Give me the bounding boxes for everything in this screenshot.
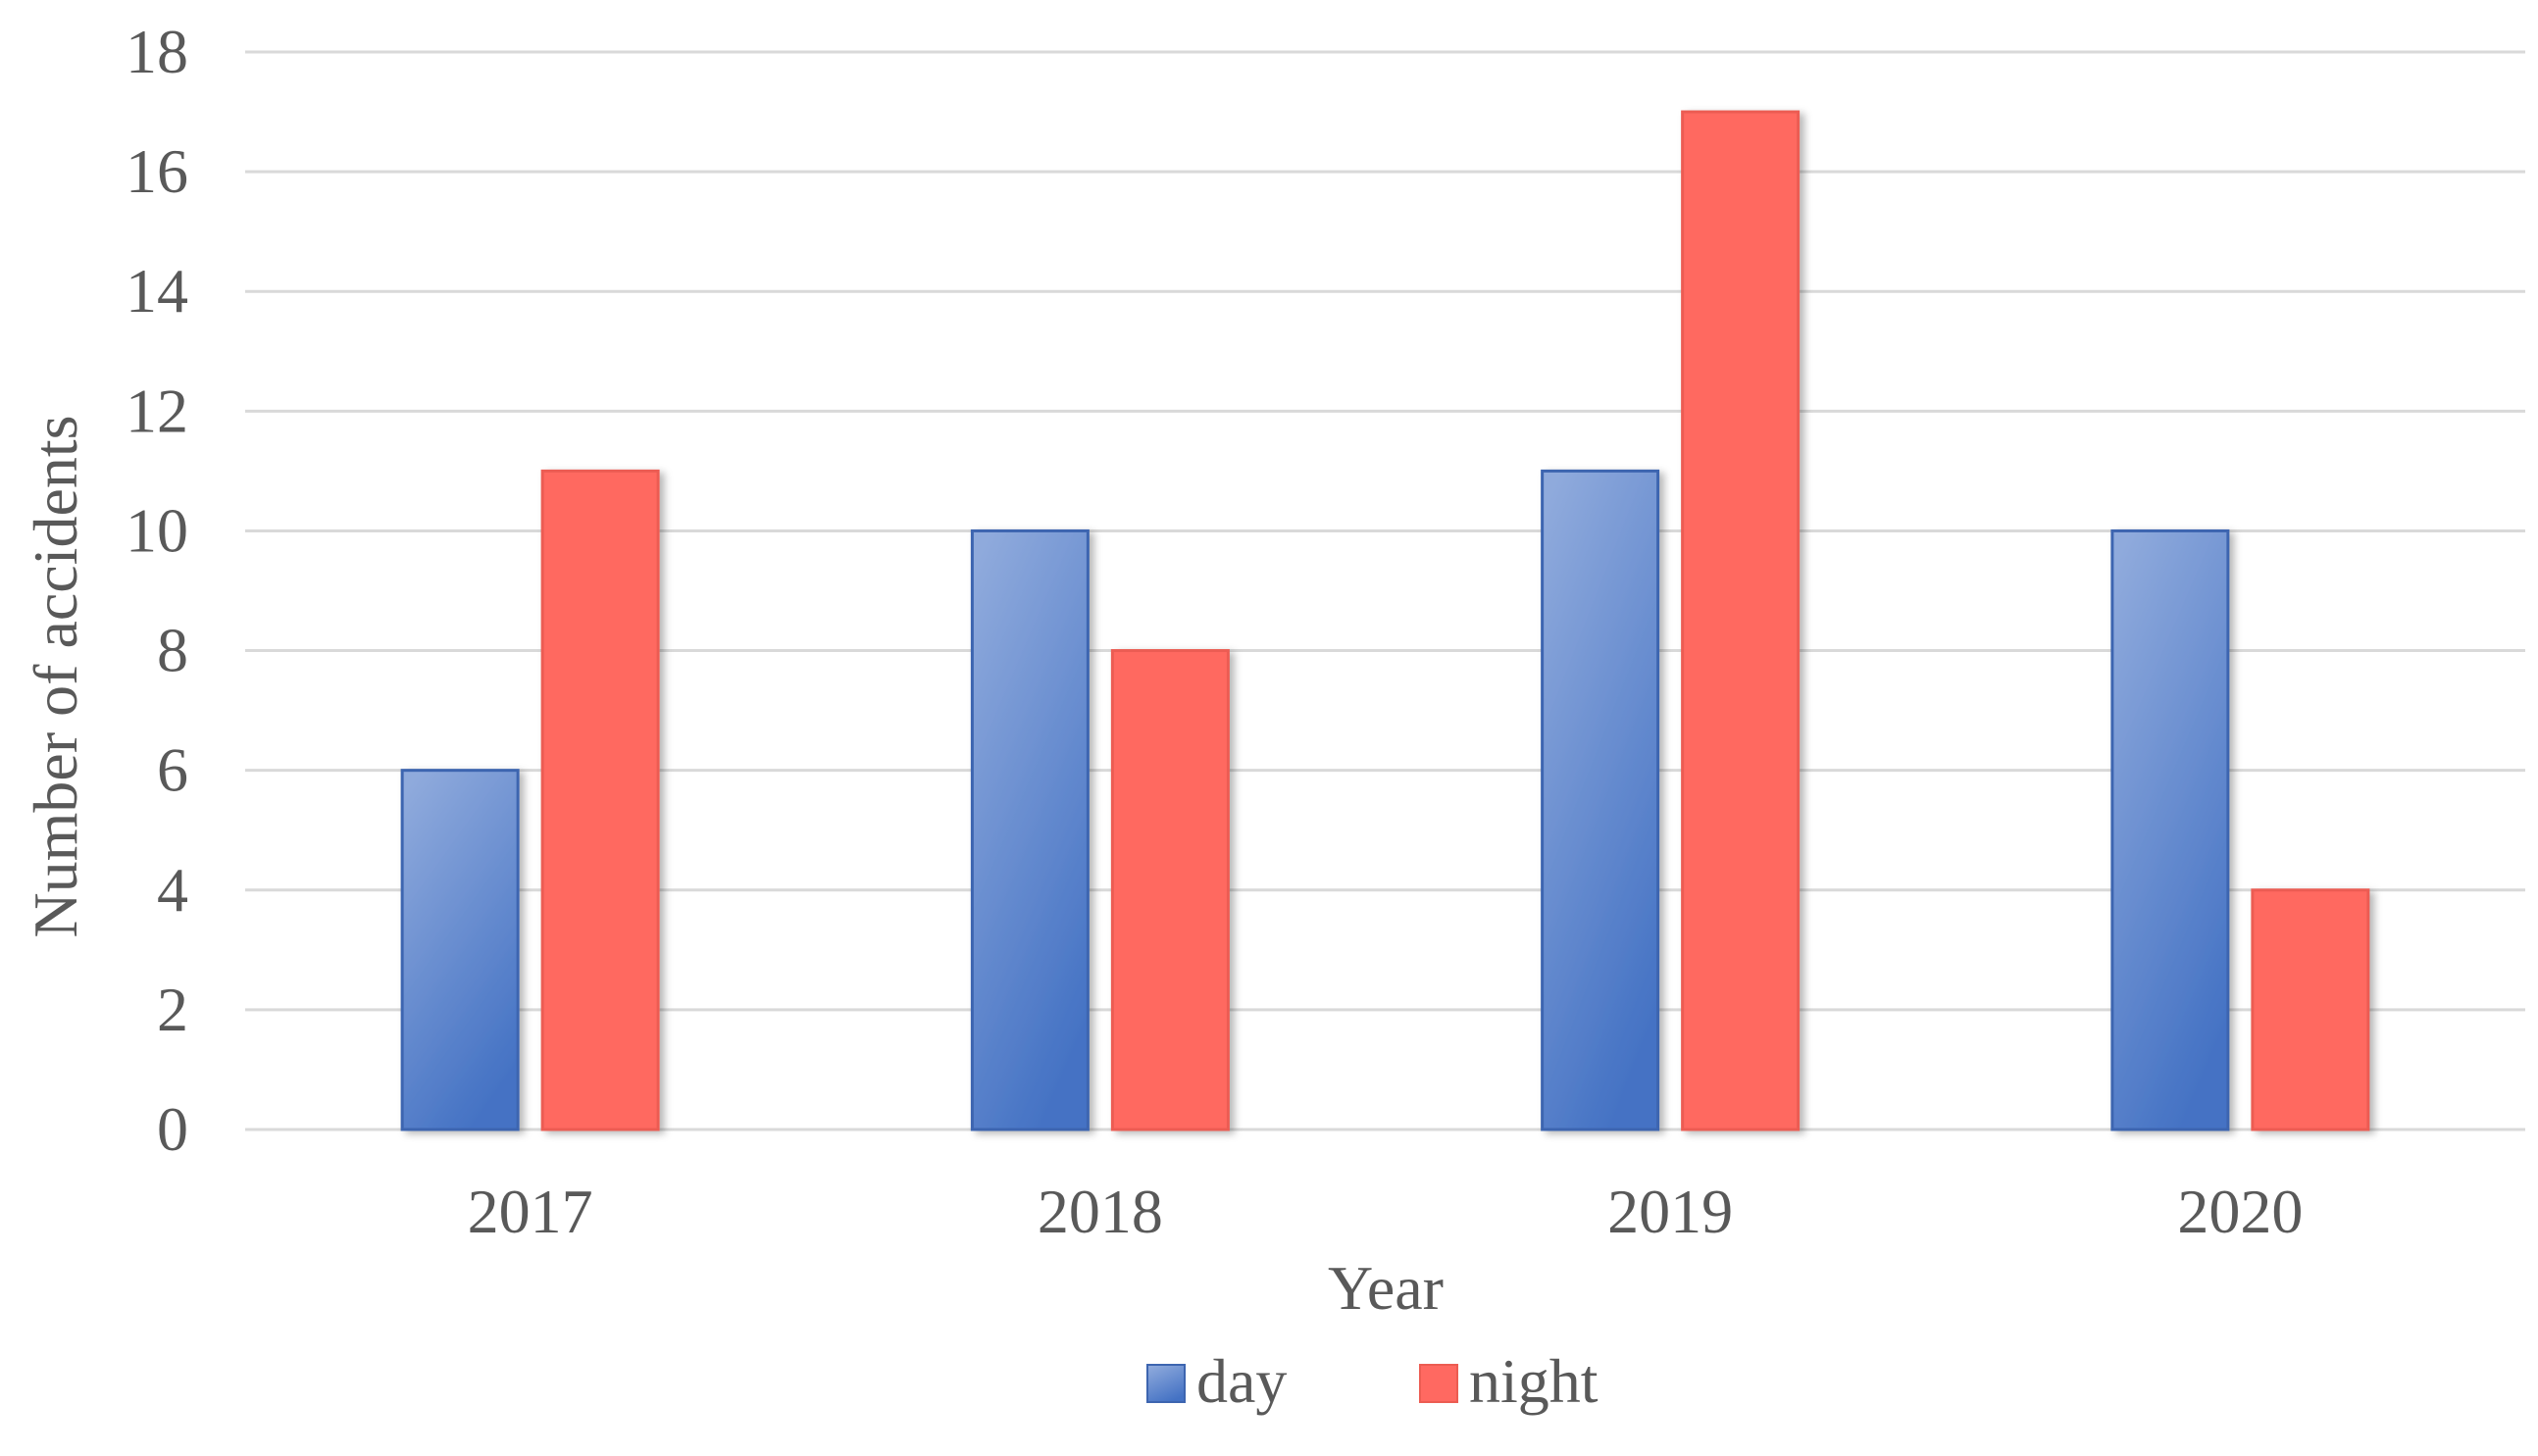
y-tick-label: 4 bbox=[157, 855, 188, 925]
legend-label-day: day bbox=[1196, 1346, 1287, 1416]
bars bbox=[400, 110, 2370, 1131]
bar-day-2017 bbox=[400, 769, 520, 1131]
y-tick-label: 16 bbox=[126, 136, 188, 206]
bar-night-2017 bbox=[540, 469, 660, 1131]
y-tick-label: 12 bbox=[126, 376, 188, 445]
x-tick-label: 2020 bbox=[2177, 1177, 2303, 1246]
y-tick-label: 18 bbox=[126, 17, 188, 86]
x-tick-label: 2019 bbox=[1607, 1177, 1733, 1246]
y-tick-label: 0 bbox=[157, 1094, 188, 1164]
x-axis-tick-labels: 2017 2018 2019 2020 bbox=[468, 1177, 2304, 1246]
x-tick-label: 2018 bbox=[1038, 1177, 1163, 1246]
y-tick-label: 6 bbox=[157, 735, 188, 805]
x-tick-label: 2017 bbox=[468, 1177, 593, 1246]
legend-swatch-day bbox=[1146, 1364, 1186, 1403]
bar-night-2020 bbox=[2251, 888, 2370, 1131]
y-axis-title: Number of accidents bbox=[21, 415, 90, 937]
legend-swatch-night bbox=[1419, 1364, 1458, 1403]
bar-day-2019 bbox=[1541, 469, 1660, 1131]
y-tick-label: 2 bbox=[157, 975, 188, 1044]
x-axis-title: Year bbox=[1328, 1253, 1444, 1323]
bar-night-2018 bbox=[1110, 649, 1230, 1131]
y-tick-label: 14 bbox=[126, 256, 188, 326]
y-tick-label: 8 bbox=[157, 616, 188, 685]
legend-label-night: night bbox=[1469, 1346, 1599, 1416]
bar-day-2020 bbox=[2110, 528, 2230, 1131]
bar-day-2018 bbox=[970, 528, 1090, 1131]
legend: day night bbox=[1146, 1346, 1599, 1416]
y-axis-tick-labels: 0 2 4 6 8 10 12 14 16 18 bbox=[126, 17, 188, 1164]
bar-night-2019 bbox=[1681, 110, 1801, 1131]
y-tick-label: 10 bbox=[126, 495, 188, 565]
